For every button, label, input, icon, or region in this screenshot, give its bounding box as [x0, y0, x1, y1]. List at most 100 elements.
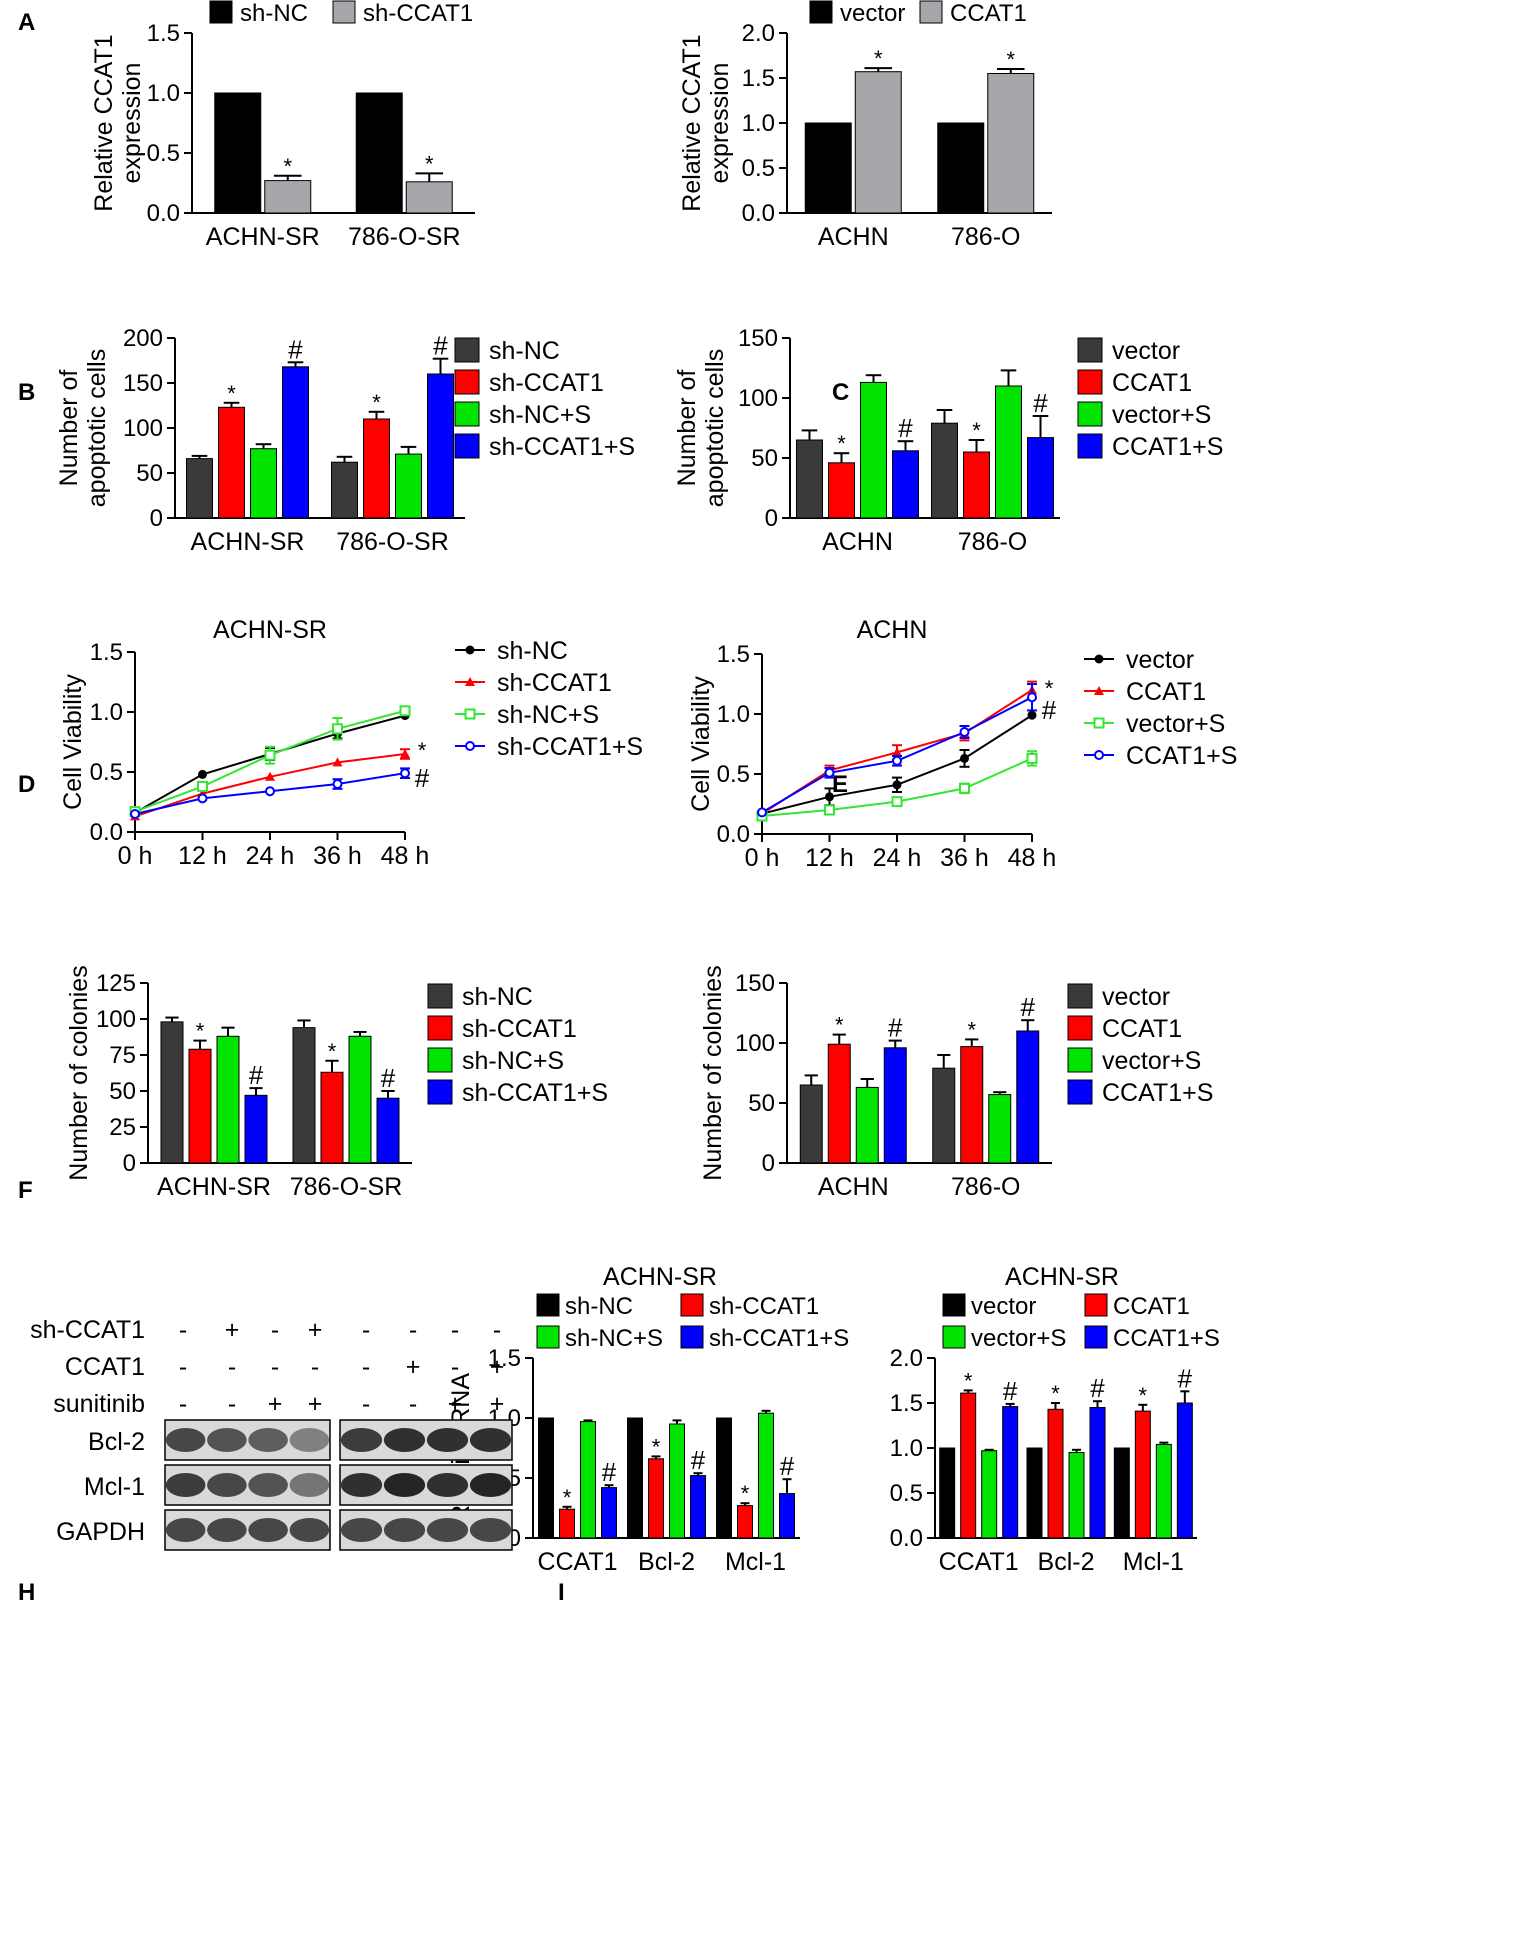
E-legend-marker: [1093, 717, 1105, 729]
I2-ytick-label: 0.0: [890, 1525, 923, 1552]
D-significance-mark: *: [418, 738, 427, 763]
E-x-tick-label: 24 h: [873, 844, 922, 872]
I1-x-tick-label: CCAT1: [537, 1548, 617, 1576]
D-point: [264, 749, 276, 761]
B-y-axis-label: Number ofapoptotic cells: [55, 349, 111, 507]
C-bar-vector-s: [860, 381, 887, 519]
I2-bar-ccat1-s: [1176, 1402, 1193, 1539]
I1-bar-sh-ccat1: [559, 1508, 575, 1539]
E-significance-mark: *: [1045, 676, 1054, 701]
A2-legend-label: CCAT1: [950, 0, 1027, 27]
I1-significance-mark: #: [602, 1457, 617, 1487]
C-ytick-label: 50: [751, 445, 778, 472]
E-ytick-label: 0.5: [717, 761, 750, 788]
blot-band: [469, 1518, 512, 1542]
A1-ytick-label: 1.0: [147, 80, 180, 107]
blot-condition-value: -: [409, 1390, 417, 1418]
B-y-axis-label-line: Number of: [55, 370, 83, 487]
F-x-tick-label: 786-O-SR: [290, 1173, 403, 1201]
I2-x-tick-label: CCAT1: [939, 1548, 1019, 1576]
E-point: [892, 747, 902, 757]
G-bar-ccat1-s: [1016, 1030, 1040, 1164]
D-point: [265, 771, 275, 781]
F-legend-swatch: [427, 1047, 453, 1073]
G-significance-mark: *: [967, 1017, 976, 1042]
B-significance-mark: #: [433, 331, 448, 361]
I2-bar-ccat1: [960, 1392, 977, 1539]
blot-band: [289, 1428, 330, 1452]
F-legend-label: sh-NC: [462, 983, 533, 1011]
B-legend-swatch: [454, 433, 480, 459]
C-significance-mark: *: [972, 418, 981, 443]
I2-bar-vector-s: [1155, 1443, 1172, 1539]
A1-y-axis-label-line: Relative CCAT1: [90, 34, 118, 211]
blot-condition-value: +: [448, 1390, 463, 1418]
I1-bar-sh-nc-s: [580, 1421, 596, 1539]
A2-ytick-label: 0.5: [742, 155, 775, 182]
G-ytick-label: 0: [762, 1150, 775, 1177]
B-bar-sh-nc: [186, 458, 213, 519]
A2-x-tick-label: 786-O: [951, 223, 1020, 251]
B-bar-sh-ccat1-s: [282, 366, 309, 519]
C-significance-mark: #: [1033, 388, 1048, 418]
G-bar-vector-s: [988, 1094, 1012, 1164]
E-point: [825, 792, 834, 802]
A2-y-axis-label-line: expression: [706, 63, 734, 184]
C-significance-mark: #: [898, 413, 913, 443]
blot-condition-value: -: [451, 1353, 459, 1381]
E-point: [891, 796, 903, 808]
blot-condition-value: -: [228, 1390, 236, 1418]
E-legend-marker: [1094, 654, 1104, 664]
B-bar-sh-nc-s: [395, 453, 422, 519]
I2-significance-mark: *: [1051, 1381, 1060, 1406]
E-point: [959, 727, 970, 737]
blot-condition-value: -: [362, 1316, 370, 1344]
I2-legend-label: CCAT1: [1113, 1293, 1190, 1320]
G-x-tick-label: ACHN: [818, 1173, 889, 1201]
F-bar-sh-ccat1-s: [376, 1097, 400, 1164]
I1-bar-sh-ccat1-s: [690, 1475, 706, 1539]
I1-legend-label: sh-CCAT1+S: [709, 1325, 849, 1352]
F-bar-sh-nc-s: [348, 1035, 372, 1164]
I1-bar-sh-ccat1: [648, 1458, 664, 1539]
panel-label-i: I: [558, 1579, 565, 1606]
blot-band: [289, 1473, 330, 1497]
B-ytick-label: 200: [123, 325, 163, 352]
blot-band: [340, 1428, 383, 1452]
G-bar-ccat1-s: [883, 1047, 907, 1164]
blot-band: [383, 1428, 426, 1452]
A1-bar-sh-ccat1: [264, 180, 312, 214]
F-bar-sh-ccat1: [188, 1048, 212, 1164]
blot-band: [165, 1518, 206, 1542]
B-significance-mark: #: [288, 334, 303, 364]
D-ytick-label: 0.5: [90, 759, 123, 786]
D-x-tick-label: 0 h: [118, 842, 153, 870]
A2-bar-ccat1: [854, 71, 902, 214]
E-point: [824, 804, 835, 816]
G-significance-mark: #: [1021, 992, 1036, 1022]
D-legend-marker: [465, 677, 475, 686]
D-x-tick-label: 48 h: [381, 842, 430, 870]
F-legend-swatch: [427, 1079, 453, 1105]
B-bar-sh-ccat1-s: [427, 373, 454, 519]
F-legend-label: sh-NC+S: [462, 1047, 564, 1075]
F-bar-sh-nc: [160, 1021, 184, 1164]
A2-ytick-label: 0.0: [742, 200, 775, 227]
blot-condition-value: +: [490, 1390, 505, 1418]
I2-ytick-label: 1.5: [890, 1390, 923, 1417]
blot-condition-value: +: [406, 1353, 421, 1381]
blot-condition-value: -: [311, 1353, 319, 1381]
G-legend-label: CCAT1: [1102, 1015, 1182, 1043]
C-bar-vector-s: [995, 385, 1022, 519]
D-point: [332, 757, 343, 767]
F-ytick-label: 0: [123, 1150, 136, 1177]
D-legend-marker: [465, 645, 475, 655]
I1-ytick-label: 1.5: [488, 1345, 521, 1372]
E-ytick-label: 1.0: [717, 701, 750, 728]
E-point: [1027, 710, 1037, 720]
G-legend-swatch: [1067, 1047, 1093, 1073]
charts-layer: 0.0 0.5 1.0 1.5 Relative CCAT1 expression * ACH…: [55, 0, 1238, 1576]
I2-significance-mark: #: [1003, 1376, 1018, 1406]
I1-legend-label: sh-NC+S: [565, 1325, 663, 1352]
blot-condition-value: +: [268, 1390, 283, 1418]
